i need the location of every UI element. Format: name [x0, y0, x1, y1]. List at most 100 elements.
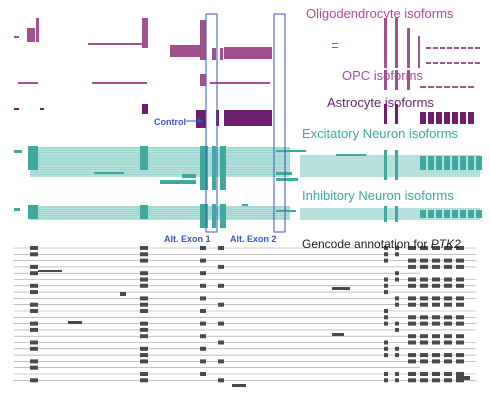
opc-exon — [18, 82, 38, 84]
excitatory-exon — [276, 178, 298, 181]
gencode-tail-exon — [456, 372, 464, 376]
gencode-exon — [384, 340, 388, 345]
alt-exon-1-box — [205, 13, 218, 233]
gencode-exon — [140, 252, 148, 257]
excitatory-exon — [182, 174, 196, 178]
inhibitory-tail-exon — [468, 210, 474, 218]
excitatory-exon — [276, 172, 292, 175]
gencode-tail-exon — [456, 283, 464, 288]
gencode-exon — [395, 353, 399, 358]
gencode-tail-exon — [420, 334, 428, 339]
gencode-exon — [384, 277, 388, 282]
gencode-tail-exon — [444, 296, 452, 301]
astro-exon — [196, 110, 206, 128]
gencode-exon — [30, 321, 38, 326]
gencode-exon — [200, 321, 206, 326]
alt-exon-1-label: Alt. Exon 1 — [164, 234, 211, 244]
gencode-tail-exon — [432, 283, 440, 288]
oligo-tail-exon — [454, 62, 459, 64]
gencode-exon — [218, 264, 224, 269]
inhibitory-neuron-group-label: Inhibitory Neuron isoforms — [302, 188, 454, 203]
control-label: Control — [154, 117, 186, 127]
excitatory-exon — [276, 150, 306, 152]
excitatory-exon — [28, 146, 38, 170]
gencode-exon — [200, 372, 206, 376]
gencode-exon — [140, 346, 148, 351]
gencode-exon — [395, 321, 399, 326]
oligo-exon — [14, 36, 19, 38]
oligo-tail-exon — [475, 62, 480, 64]
opc-tail-exon — [444, 86, 450, 88]
gencode-tail-exon — [432, 378, 440, 383]
gencode-exon — [140, 246, 148, 250]
gencode-tail-exon — [408, 246, 416, 250]
gencode-tail-exon — [408, 353, 416, 358]
gencode-exon — [30, 283, 38, 288]
gencode-exon — [384, 353, 388, 358]
gencode-tail-exon — [408, 359, 416, 364]
inhibitory-tail-exon — [428, 210, 434, 218]
gencode-exon — [140, 372, 148, 376]
oligo-tail-exon — [440, 62, 445, 64]
oligo-intron — [88, 43, 144, 45]
oligo-tail-exon — [426, 47, 431, 49]
gencode-exon — [68, 321, 82, 324]
excitatory-exon — [336, 154, 366, 156]
gencode-exon — [395, 327, 399, 332]
inhibitory-exon — [220, 204, 226, 228]
gencode-exon — [218, 340, 224, 345]
gencode-tail-exon — [420, 302, 428, 307]
gencode-exon — [200, 309, 206, 313]
inhibitory-tail-band — [300, 208, 480, 220]
gencode-tail-exon — [408, 264, 416, 269]
gencode-tail-exon — [432, 277, 440, 282]
opc-tail-exon — [460, 86, 466, 88]
inhibitory-exon — [242, 204, 248, 206]
gencode-tail-exon — [432, 359, 440, 364]
gencode-tail-exon — [432, 302, 440, 307]
opc-exon — [92, 82, 147, 84]
gencode-tail-exon — [456, 340, 464, 345]
gencode-exon — [140, 296, 148, 301]
excitatory-exon — [140, 146, 148, 170]
gencode-tail-exon — [420, 378, 428, 383]
gencode-tail-exon — [420, 264, 428, 269]
inhibitory-exon — [395, 206, 398, 222]
gencode-tail-exon — [420, 246, 428, 250]
opc-exon — [210, 82, 270, 84]
opc-tail-exon — [452, 86, 458, 88]
gencode-exon — [30, 309, 38, 313]
excitatory-tail-exon — [468, 156, 474, 170]
gencode-exon — [395, 252, 399, 257]
astro-tail-exon — [468, 112, 474, 124]
gencode-tail-exon — [444, 315, 452, 320]
control-arrow-head — [198, 118, 203, 124]
astro-exon — [142, 104, 148, 114]
gencode-prefix: Gencode annotation for — [302, 237, 431, 251]
oligo-tail-exon — [468, 62, 473, 64]
gencode-exon — [30, 378, 38, 383]
excitatory-exon — [395, 150, 398, 180]
gencode-tail-exon — [444, 246, 452, 250]
gencode-exon — [384, 258, 388, 263]
gencode-exon — [140, 302, 148, 307]
opc-exon — [407, 70, 410, 90]
gencode-exon — [30, 340, 38, 345]
oligo-exon — [36, 18, 39, 42]
inhibitory-tail-exon — [476, 210, 482, 218]
oligo-tail-exon — [461, 62, 466, 64]
oligo-exon — [142, 18, 148, 48]
astro-exon — [395, 104, 398, 124]
gencode-tail-exon — [456, 315, 464, 320]
gencode-exon — [200, 246, 206, 250]
alt-exon-highlight-boxes — [205, 13, 286, 233]
oligo-exon — [332, 43, 338, 44]
gencode-exon — [395, 378, 399, 383]
gencode-exon — [120, 292, 126, 296]
gencode-tail-exon — [408, 296, 416, 301]
gencode-exon — [384, 378, 388, 383]
oligo-tail-exon — [447, 62, 452, 64]
gencode-tail-exon — [444, 258, 452, 263]
gencode-tail-exon — [444, 353, 452, 358]
gencode-tail-exon — [432, 340, 440, 345]
